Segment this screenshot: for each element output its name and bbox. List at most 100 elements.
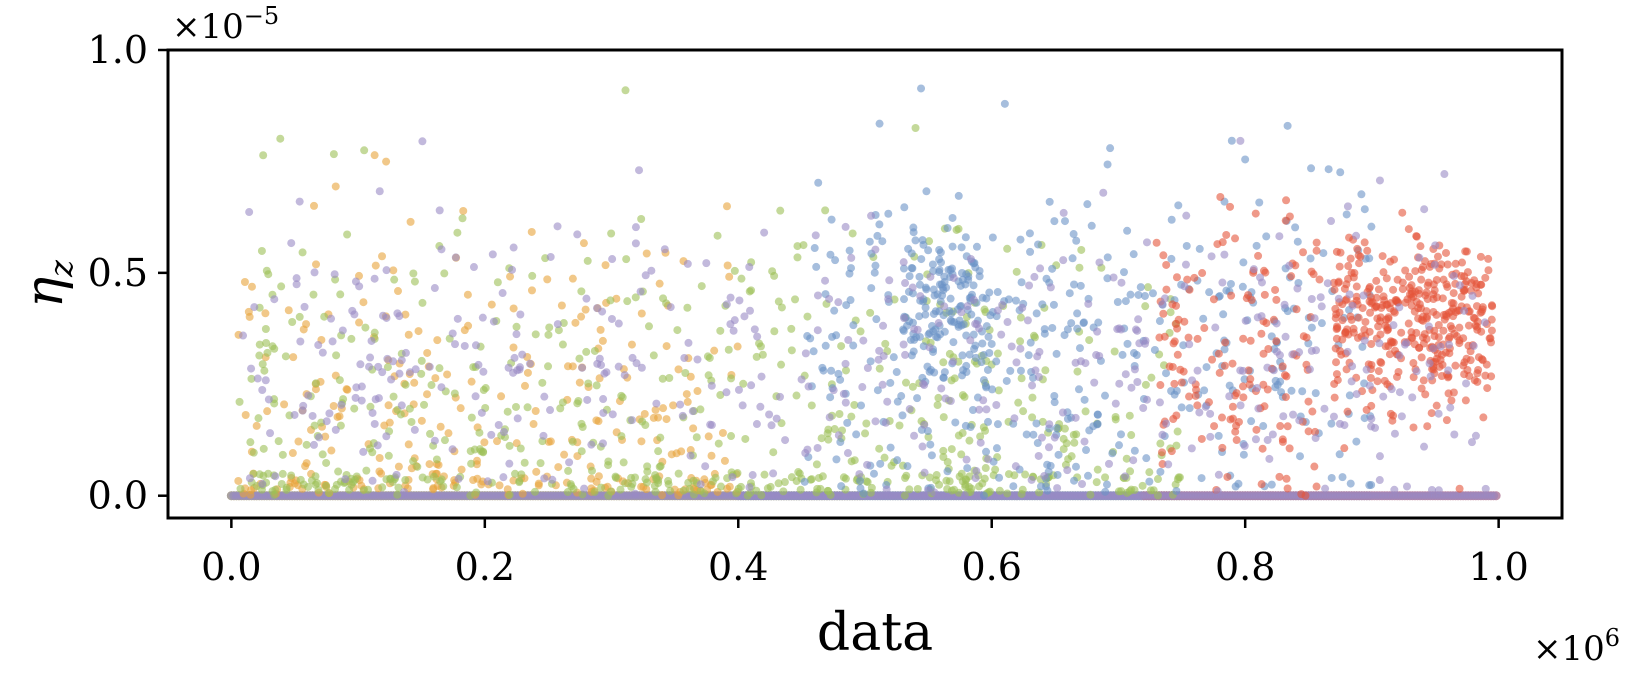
scatter-point — [747, 381, 756, 390]
scatter-point — [1460, 358, 1469, 367]
scatter-point — [1167, 254, 1176, 263]
scatter-point — [370, 151, 379, 160]
scatter-point — [410, 425, 419, 434]
scatter-point — [913, 484, 922, 493]
scatter-point — [939, 413, 948, 422]
scatter-point — [1319, 249, 1328, 258]
scatter-point — [1130, 365, 1139, 374]
scatter-point — [1087, 221, 1096, 230]
scatter-point — [254, 414, 263, 423]
scatter-point — [527, 227, 536, 236]
scatter-point — [737, 274, 746, 283]
scatter-point — [689, 424, 698, 433]
scatter-point — [971, 474, 980, 483]
scatter-point — [710, 346, 719, 355]
scatter-point — [903, 462, 912, 471]
scatter-point — [936, 330, 945, 339]
scatter-point — [599, 408, 608, 417]
scatter-point — [1102, 480, 1111, 489]
scatter-point — [1336, 347, 1345, 356]
scatter-point — [795, 469, 804, 478]
scatter-point — [1115, 441, 1124, 450]
scatter-point — [278, 450, 287, 459]
scatter-point — [871, 261, 880, 270]
scatter-point — [723, 484, 732, 493]
scatter-point — [621, 479, 630, 488]
scatter-point — [1060, 331, 1069, 340]
scatter-point — [1155, 398, 1164, 407]
scatter-point — [651, 405, 660, 414]
scatter-point — [818, 363, 827, 372]
scatter-point — [1311, 389, 1320, 398]
scatter-point — [581, 305, 590, 314]
scatter-point — [580, 484, 589, 493]
scatter-point — [1034, 451, 1043, 460]
scatter-point — [869, 469, 878, 478]
scatter-point — [982, 447, 991, 456]
scatter-point — [969, 281, 978, 290]
scatter-point — [544, 330, 553, 339]
scatter-point — [1048, 264, 1057, 273]
scatter-point — [395, 369, 404, 378]
scatter-point — [1173, 475, 1182, 484]
scatter-point — [1113, 298, 1122, 307]
scatter-point — [961, 475, 970, 484]
scatter-point — [726, 293, 735, 302]
scatter-point — [997, 330, 1006, 339]
scatter-point — [702, 259, 711, 268]
y-axis-offset-label: ×10−5 — [172, 2, 279, 47]
scatter-point — [371, 261, 380, 270]
scatter-point — [1267, 480, 1276, 489]
scatter-point — [1288, 350, 1297, 359]
scatter-point — [318, 348, 327, 357]
scatter-point — [1200, 324, 1209, 333]
scatter-point — [417, 416, 426, 425]
scatter-point — [1427, 485, 1436, 494]
scatter-point — [440, 269, 449, 278]
scatter-point — [960, 491, 969, 500]
scatter-point — [1381, 342, 1390, 351]
scatter-point — [1281, 216, 1290, 225]
scatter-point — [1003, 244, 1012, 253]
scatter-point — [1190, 273, 1199, 282]
scatter-point — [984, 417, 993, 426]
scatter-point — [360, 146, 369, 155]
x-tick-label: 0.8 — [1215, 545, 1275, 589]
scatter-point — [460, 341, 469, 350]
scatter-point — [727, 432, 736, 441]
y-axis-title-symbol: η — [15, 277, 75, 308]
scatter-point — [1422, 288, 1431, 297]
scatter-point — [1094, 318, 1103, 327]
scatter-point — [821, 206, 830, 215]
scatter-point — [347, 334, 356, 343]
scatter-point — [1257, 329, 1266, 338]
scatter-point — [368, 448, 377, 457]
scatter-point — [727, 374, 736, 383]
scatter-point — [401, 476, 410, 485]
scatter-point — [777, 360, 786, 369]
scatter-point — [1126, 290, 1135, 299]
scatter-point — [1277, 388, 1286, 397]
scatter-point — [1394, 367, 1403, 376]
scatter-point — [1126, 467, 1135, 476]
scatter-point — [1231, 482, 1240, 491]
scatter-point — [1110, 347, 1119, 356]
scatter-point — [1455, 323, 1464, 332]
scatter-point — [652, 399, 661, 408]
scatter-point — [845, 246, 854, 255]
scatter-point — [917, 255, 926, 264]
scatter-point — [993, 288, 1002, 297]
scatter-point — [1340, 421, 1349, 430]
scatter-point — [540, 474, 549, 483]
scatter-point — [1419, 376, 1428, 385]
scatter-point — [1065, 289, 1074, 298]
scatter-point — [1415, 343, 1424, 352]
scatter-point — [498, 289, 507, 298]
scatter-point — [1156, 467, 1165, 476]
scatter-point — [546, 437, 555, 446]
scatter-point — [348, 306, 357, 315]
x-offset-base: ×10 — [1533, 629, 1605, 669]
scatter-point — [1327, 419, 1336, 428]
scatter-point — [1085, 336, 1094, 345]
scatter-point — [430, 284, 439, 293]
